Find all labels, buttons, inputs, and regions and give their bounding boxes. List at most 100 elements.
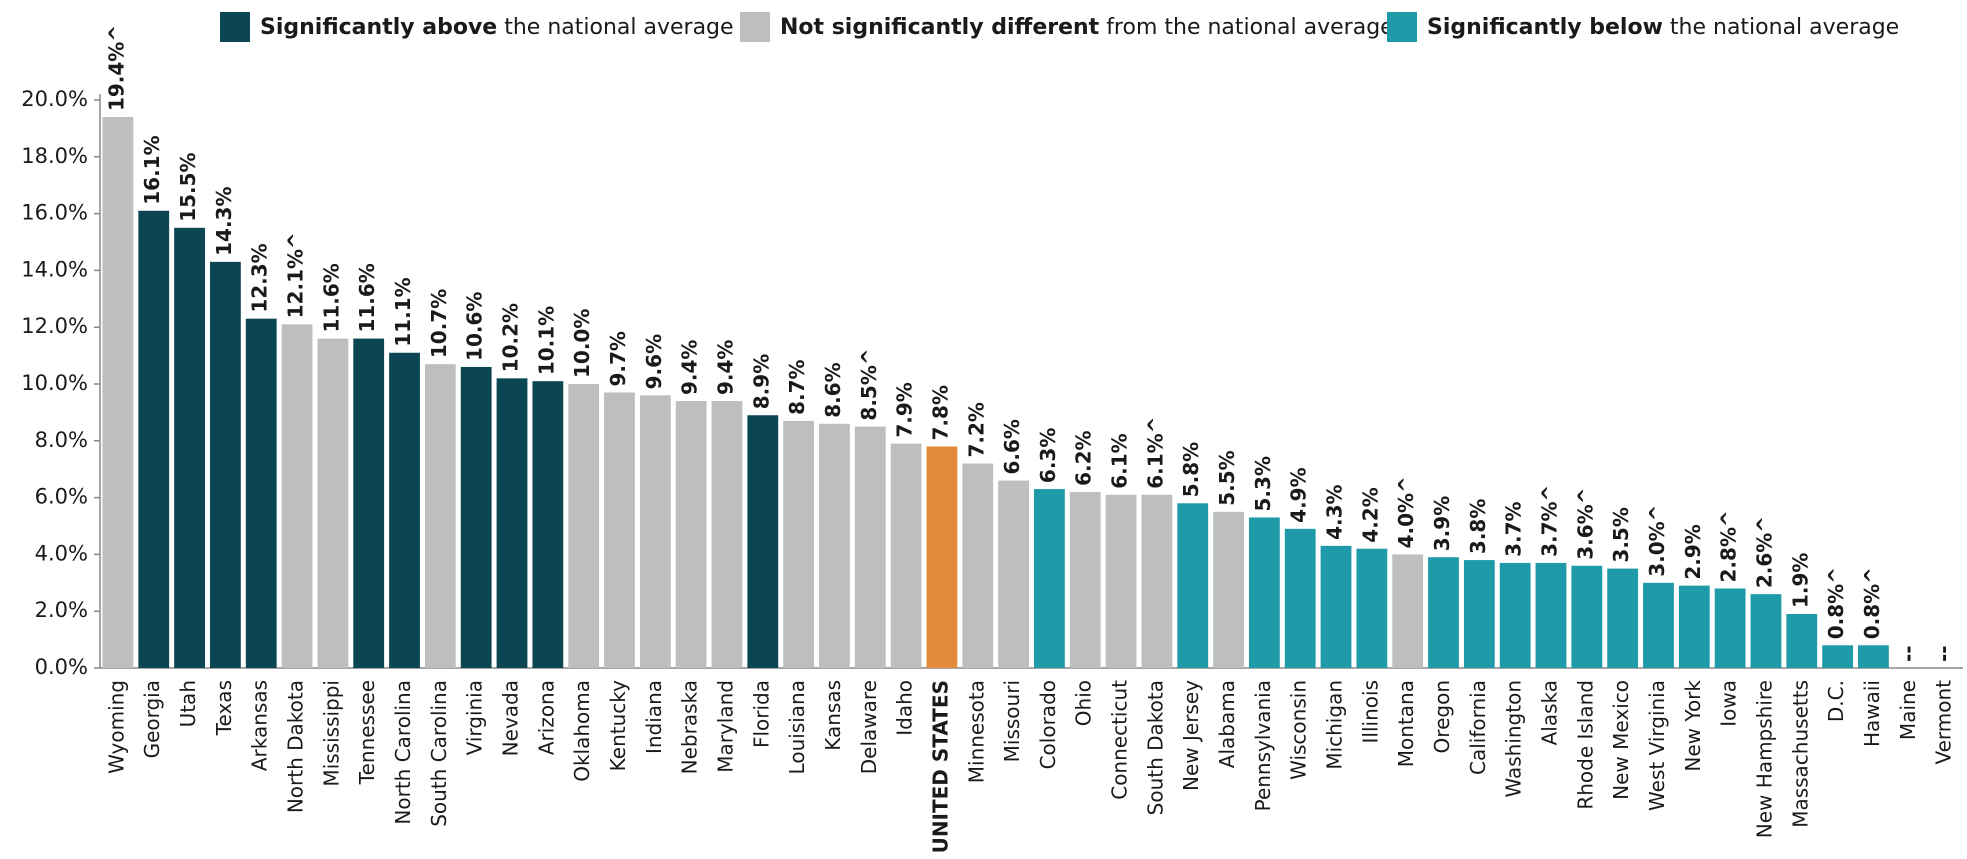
value-label: 0.8%^ bbox=[1824, 567, 1848, 639]
bar bbox=[854, 426, 886, 668]
x-tick-label: Alaska bbox=[1537, 680, 1561, 745]
bar bbox=[1786, 614, 1818, 668]
bar bbox=[568, 384, 600, 668]
bar bbox=[460, 366, 492, 668]
value-label: 5.3% bbox=[1251, 456, 1275, 511]
y-tick-label: 10.0% bbox=[21, 371, 88, 395]
bar bbox=[1320, 545, 1352, 668]
bar bbox=[138, 210, 170, 668]
value-label: 10.6% bbox=[463, 292, 487, 361]
x-tick-label: Colorado bbox=[1036, 680, 1060, 769]
bar bbox=[245, 318, 277, 668]
x-tick-label: California bbox=[1466, 680, 1490, 775]
bar bbox=[1034, 489, 1065, 668]
bar bbox=[890, 443, 922, 668]
x-tick-label: Minnesota bbox=[964, 680, 988, 783]
value-label: 3.0%^ bbox=[1645, 505, 1669, 577]
value-label: 10.2% bbox=[499, 303, 523, 372]
x-tick-label: Maine bbox=[1896, 680, 1920, 740]
x-tick-label: D.C. bbox=[1824, 680, 1848, 722]
legend-swatch bbox=[1387, 12, 1417, 42]
x-tick-label: Nevada bbox=[499, 680, 523, 756]
value-label: 6.3% bbox=[1036, 428, 1060, 483]
x-tick-label: Louisiana bbox=[785, 680, 809, 774]
bar bbox=[1714, 588, 1746, 668]
x-tick-label: Washington bbox=[1502, 680, 1526, 798]
value-label: 3.9% bbox=[1430, 496, 1454, 551]
value-label: 1.9% bbox=[1788, 553, 1812, 608]
bar bbox=[711, 401, 743, 668]
value-label: 2.6%^ bbox=[1752, 516, 1776, 588]
x-tick-label: Connecticut bbox=[1108, 680, 1132, 800]
value-label: 6.1% bbox=[1108, 433, 1132, 488]
value-label: 19.4%^ bbox=[104, 25, 128, 111]
y-tick-label: 18.0% bbox=[21, 144, 88, 168]
value-label: 11.6% bbox=[319, 263, 343, 332]
x-tick-label: Arkansas bbox=[248, 680, 272, 771]
y-tick-label: 4.0% bbox=[35, 541, 88, 565]
value-label: 4.2% bbox=[1358, 487, 1382, 542]
y-tick-label: 12.0% bbox=[21, 314, 88, 338]
value-label: 8.7% bbox=[785, 359, 809, 414]
bar bbox=[102, 117, 134, 669]
value-label: 9.4% bbox=[678, 340, 702, 395]
bar bbox=[1069, 491, 1101, 668]
y-tick-label: 0.0% bbox=[35, 655, 88, 679]
value-label: 9.4% bbox=[713, 340, 737, 395]
legend-bold: Not significantly different bbox=[780, 15, 1100, 40]
x-tick-label: UNITED STATES bbox=[928, 680, 952, 853]
value-label: 15.5% bbox=[176, 152, 200, 221]
value-label: 3.7%^ bbox=[1537, 485, 1561, 557]
x-tick-label: New Jersey bbox=[1179, 680, 1203, 791]
legend-swatch bbox=[740, 12, 770, 42]
bar bbox=[1858, 645, 1889, 668]
value-label: -- bbox=[1896, 645, 1920, 662]
legend-label: Significantly below the national average bbox=[1427, 15, 1899, 40]
value-label: 4.9% bbox=[1287, 467, 1311, 522]
x-tick-label: Mississippi bbox=[319, 680, 343, 787]
x-tick-label: Illinois bbox=[1358, 680, 1382, 743]
x-tick-label: Florida bbox=[749, 680, 773, 748]
value-label: 10.7% bbox=[427, 289, 451, 358]
x-tick-label: South Dakota bbox=[1143, 680, 1167, 815]
x-tick-label: Pennsylvania bbox=[1251, 680, 1275, 811]
x-tick-label: West Virginia bbox=[1645, 680, 1669, 811]
y-tick-label: 6.0% bbox=[35, 485, 88, 509]
x-tick-label: New York bbox=[1681, 680, 1705, 772]
bar bbox=[1356, 548, 1388, 668]
value-label: 7.2% bbox=[964, 402, 988, 457]
bar bbox=[1571, 565, 1603, 668]
bar bbox=[926, 446, 958, 668]
x-tick-label: Iowa bbox=[1717, 680, 1741, 727]
bar bbox=[1643, 582, 1674, 668]
value-label: 4.0%^ bbox=[1394, 476, 1418, 548]
x-tick-label: Oregon bbox=[1430, 680, 1454, 753]
value-label: 3.5% bbox=[1609, 507, 1633, 562]
value-label: 5.8% bbox=[1179, 442, 1203, 497]
value-label: 8.6% bbox=[821, 362, 845, 417]
y-tick-label: 16.0% bbox=[21, 201, 88, 225]
value-label: 9.6% bbox=[642, 334, 666, 389]
value-label: 8.9% bbox=[749, 354, 773, 409]
x-tick-label: Nebraska bbox=[678, 680, 702, 774]
legend-label: Significantly above the national average bbox=[260, 15, 734, 40]
x-tick-label: North Carolina bbox=[391, 680, 415, 825]
bar bbox=[496, 378, 528, 668]
x-tick-label: Arizona bbox=[534, 680, 558, 755]
value-label: 10.0% bbox=[570, 309, 594, 378]
value-label: 8.5%^ bbox=[857, 348, 881, 420]
x-tick-label: Massachusetts bbox=[1788, 680, 1812, 828]
bar bbox=[639, 395, 671, 668]
value-label: 11.6% bbox=[355, 263, 379, 332]
bar bbox=[1428, 557, 1459, 668]
x-tick-label: Ohio bbox=[1072, 680, 1096, 726]
bar bbox=[424, 364, 456, 668]
legend-text: from the national average bbox=[1106, 15, 1394, 40]
bar bbox=[281, 324, 313, 668]
bar bbox=[174, 227, 205, 669]
bar bbox=[1177, 503, 1209, 668]
value-label: 6.2% bbox=[1072, 430, 1096, 485]
bar bbox=[1607, 568, 1639, 668]
